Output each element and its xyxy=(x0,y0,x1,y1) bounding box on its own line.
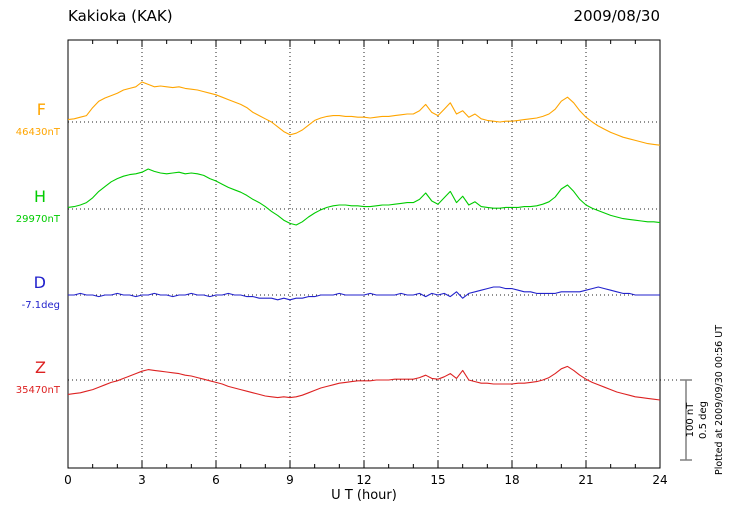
scale-bar-label: 100 nT 0.5 deg xyxy=(684,375,710,465)
x-tick-label: 0 xyxy=(64,473,72,487)
series-label-h: H xyxy=(33,187,46,206)
x-tick-label: 9 xyxy=(286,473,294,487)
station-title: Kakioka (KAK) xyxy=(68,7,173,25)
x-tick-label: 3 xyxy=(138,473,146,487)
scale-nt-label: 100 nT xyxy=(685,402,696,438)
x-tick-label: 15 xyxy=(430,473,445,487)
x-tick-label: 24 xyxy=(652,473,667,487)
series-label-d: D xyxy=(33,273,46,292)
x-tick-label: 6 xyxy=(212,473,220,487)
x-tick-label: 18 xyxy=(504,473,519,487)
baseline-value-z: 35470nT xyxy=(15,385,60,396)
baseline-value-h: 29970nT xyxy=(15,214,60,225)
scale-deg-label: 0.5 deg xyxy=(698,401,709,439)
baseline-value-f: 46430nT xyxy=(15,127,60,138)
x-tick-label: 21 xyxy=(578,473,593,487)
series-label-z: Z xyxy=(35,358,46,377)
plotted-at-note: Plotted at 2009/09/30 00:56 UT xyxy=(714,324,725,476)
x-axis-title: U T (hour) xyxy=(331,488,397,503)
x-tick-label: 12 xyxy=(356,473,371,487)
date-label: 2009/08/30 xyxy=(573,7,660,25)
series-trace-D xyxy=(68,286,660,301)
baseline-value-d: -7.1deg xyxy=(21,300,60,311)
series-trace-F xyxy=(67,81,661,146)
series-trace-H xyxy=(67,168,661,226)
series-trace-Z xyxy=(67,365,661,401)
series-label-f: F xyxy=(36,100,46,119)
